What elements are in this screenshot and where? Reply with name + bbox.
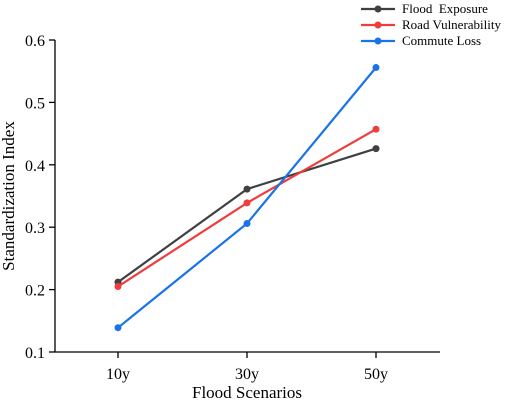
y-tick-label: 0.3 [25,220,45,237]
y-tick-label: 0.6 [25,33,45,50]
y-axis-title: Standardization Index [0,121,18,271]
legend-label: Flood Exposure [402,1,488,16]
legend-label: Commute Loss [402,33,481,48]
series-line [117,128,377,288]
x-tick-label: 50y [364,366,388,383]
data-point [114,283,122,290]
series-0 [114,145,380,286]
x-axis-title: Flood Scenarios [192,383,302,402]
y-tick-label: 0.1 [25,345,45,362]
legend-marker [374,37,382,45]
y-tick-label: 0.4 [25,158,45,175]
series-line [117,66,377,329]
series-1 [114,125,380,290]
y-axis-ticks: 0.1 0.2 0.3 0.4 0.5 0.6 [25,33,55,362]
legend-item: Flood Exposure [361,1,488,16]
legend-marker [374,21,382,29]
legend-item: Road Vulnerability [361,17,501,32]
y-tick-label: 0.2 [25,283,45,300]
x-tick-label: 30y [235,366,259,383]
data-point [243,199,251,207]
data-point [372,64,380,71]
series-layer [114,64,380,332]
data-point [372,125,380,133]
x-tick-label: 10y [106,366,130,383]
legend-item: Commute Loss [361,33,481,48]
legend-marker [374,5,382,13]
legend-label: Road Vulnerability [402,17,501,32]
y-tick-label: 0.5 [25,95,45,112]
data-point [372,145,380,153]
data-point [243,220,251,227]
data-point [114,324,122,332]
series-2 [114,64,380,332]
data-point [243,185,251,193]
x-axis-ticks: 10y 30y 50y [106,352,388,383]
